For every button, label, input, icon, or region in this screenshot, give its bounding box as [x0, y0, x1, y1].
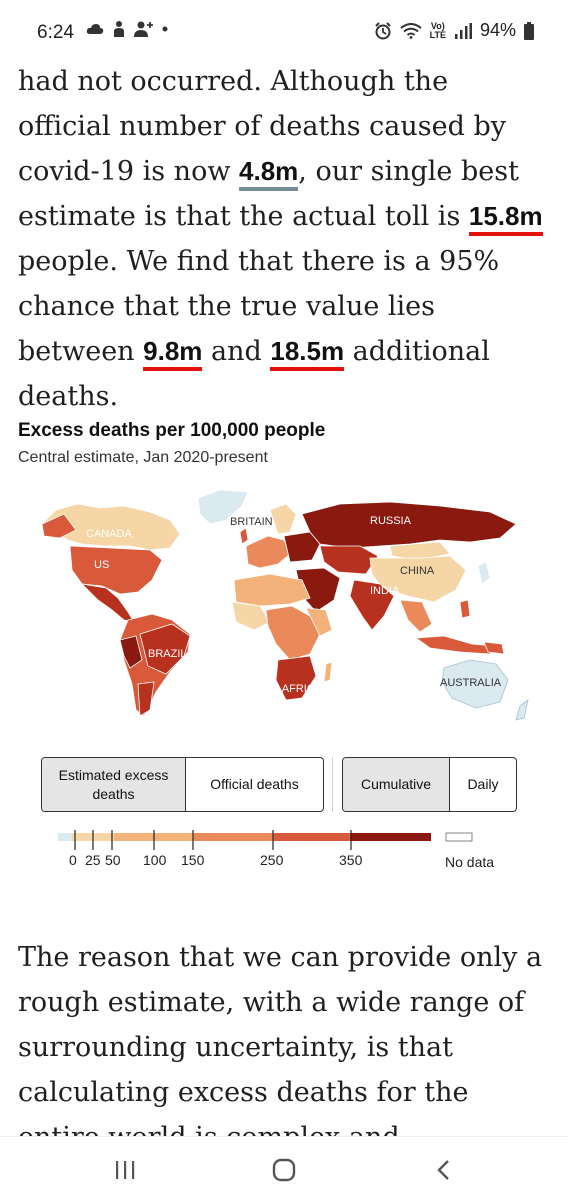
- lower-bound-link[interactable]: 9.8m: [143, 336, 203, 371]
- back-icon: [437, 1160, 449, 1180]
- official-deaths-link[interactable]: 4.8m: [239, 156, 299, 191]
- legend-tick: 50: [105, 852, 121, 868]
- map-region-scandinavia: [269, 503, 297, 535]
- map-region-southern-africa: [275, 655, 317, 701]
- cloud-icon: [86, 24, 104, 34]
- alarm-icon: [374, 21, 391, 39]
- map-region-indonesia: [414, 635, 495, 655]
- legend-tick: 100: [143, 852, 167, 868]
- article-paragraph: had not occurred. Although the official …: [18, 59, 548, 419]
- status-bar: 6:24 Vo) LTE 94%: [0, 0, 568, 60]
- world-map-svg: CANADA US BRITAIN RUSSIA CHINA INDIA BRA…: [41, 489, 529, 721]
- legend-tick: 350: [339, 852, 363, 868]
- legend-swatch-4: [274, 833, 351, 841]
- legend-scale: [58, 830, 473, 850]
- person-icon: [114, 21, 124, 37]
- map-region-eastern-europe: [283, 531, 321, 563]
- map-legend: 0 25 50 100 150 250 350 No data: [58, 830, 528, 880]
- map-label-india: INDIA: [370, 585, 400, 597]
- legend-tick: 0: [69, 852, 77, 868]
- legend-tick: 150: [181, 852, 205, 868]
- back-button[interactable]: [424, 1155, 464, 1185]
- map-label-us: US: [94, 559, 109, 571]
- map-region-west-africa: [231, 601, 271, 631]
- cumulative-toggle[interactable]: Cumulative: [343, 758, 449, 811]
- map-region-britain: [239, 527, 249, 545]
- wifi-icon: [400, 22, 422, 39]
- status-icons-left: [86, 20, 169, 38]
- home-button[interactable]: [264, 1155, 304, 1185]
- map-region-western-europe: [245, 535, 291, 569]
- article-text: had not occurred. Although the official …: [18, 66, 506, 187]
- signal-icon: [454, 22, 472, 39]
- dot-icon: [162, 26, 168, 32]
- map-region-southeast-asia: [399, 599, 433, 633]
- article-text: and: [202, 336, 271, 367]
- legend-swatch-nodata: [445, 832, 473, 842]
- battery-percent: 94%: [479, 20, 516, 40]
- legend-nodata-label: No data: [445, 854, 495, 870]
- map-region-madagascar: [323, 661, 333, 683]
- map-region-new-zealand: [515, 699, 529, 721]
- map-region-central-africa: [265, 605, 321, 661]
- map-region-alaska: [41, 513, 77, 539]
- metric-toggle: Estimated excess deaths Official deaths: [41, 757, 324, 812]
- system-nav-bar: [0, 1136, 568, 1200]
- map-region-australia: [441, 659, 509, 709]
- toggle-divider: [332, 757, 333, 812]
- map-region-india: [349, 579, 395, 631]
- article-text: , our single best estimate is that the a…: [18, 156, 519, 232]
- excess-deaths-toggle[interactable]: Estimated excess deaths: [42, 758, 185, 811]
- add-person-icon: [134, 21, 153, 37]
- recent-apps-button[interactable]: [105, 1155, 145, 1185]
- estimate-link[interactable]: 15.8m: [468, 201, 543, 236]
- map-region-east-africa: [305, 607, 333, 637]
- map-region-us: [69, 545, 163, 595]
- map-region-greenland: [197, 489, 249, 525]
- network-type: LTE: [429, 29, 446, 40]
- map-label-brazil: BRAZIL: [148, 648, 187, 660]
- status-icons-right: Vo) LTE 94%: [374, 20, 534, 41]
- map-label-australia: AUSTRALIA: [440, 677, 502, 689]
- daily-toggle[interactable]: Daily: [449, 758, 516, 811]
- map-region-argentina: [137, 681, 155, 717]
- chart-subtitle: Central estimate, Jan 2020-present: [18, 449, 268, 466]
- map-region-russia: [301, 501, 517, 549]
- legend-swatch-5: [351, 833, 431, 841]
- lte-indicator: Vo) LTE: [429, 20, 446, 40]
- map-region-canada: [41, 503, 181, 551]
- upper-bound-link[interactable]: 18.5m: [270, 336, 345, 371]
- map-region-brazil: [139, 623, 191, 675]
- map-region-north-africa: [233, 573, 311, 607]
- map-region-philippines: [459, 599, 471, 619]
- map-label-britain: BRITAIN: [230, 516, 273, 528]
- legend-swatch-3: [194, 833, 274, 841]
- official-deaths-toggle[interactable]: Official deaths: [185, 758, 323, 811]
- map-label-canada: CANADA: [86, 528, 133, 540]
- map-region-papua: [483, 641, 505, 655]
- article-text: people. We find that there is a 95% chan…: [18, 246, 500, 367]
- map-region-peru: [119, 635, 143, 669]
- battery-icon: [524, 21, 534, 40]
- world-map[interactable]: CANADA US BRITAIN RUSSIA CHINA INDIA BRA…: [20, 484, 548, 734]
- volte-label: Vo): [430, 20, 445, 31]
- map-label-russia: RUSSIA: [370, 515, 412, 527]
- map-region-china: [369, 555, 467, 603]
- chart-title: Excess deaths per 100,000 people: [18, 420, 326, 441]
- legend-swatch-lowest: [58, 833, 72, 841]
- status-time: 6:24: [37, 22, 74, 43]
- map-label-s-africa: S AFRICA: [272, 683, 323, 695]
- period-toggle: Cumulative Daily: [342, 757, 517, 812]
- map-label-china: CHINA: [400, 565, 435, 577]
- legend-tick: 25: [85, 852, 101, 868]
- map-region-central-asia: [319, 545, 379, 575]
- legend-tick: 250: [260, 852, 284, 868]
- home-icon: [272, 1158, 296, 1182]
- map-region-japan: [477, 561, 491, 585]
- recent-apps-icon: [116, 1161, 135, 1179]
- article-text: additional deaths.: [18, 336, 490, 412]
